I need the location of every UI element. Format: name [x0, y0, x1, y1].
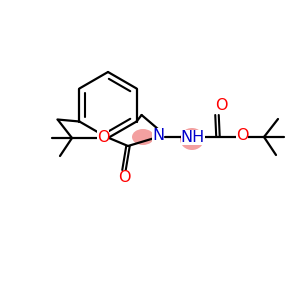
Text: NH: NH [181, 130, 205, 145]
Ellipse shape [180, 128, 204, 150]
Text: O: O [215, 98, 227, 113]
Text: O: O [236, 128, 248, 143]
Ellipse shape [132, 129, 154, 145]
Text: O: O [97, 130, 109, 145]
Text: O: O [118, 170, 130, 185]
Text: N: N [152, 128, 164, 142]
